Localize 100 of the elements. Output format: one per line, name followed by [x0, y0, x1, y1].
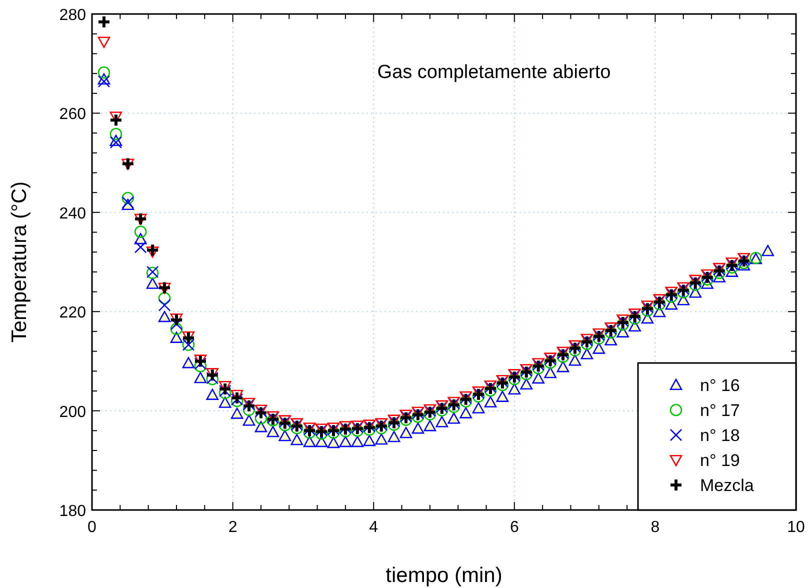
point [254, 421, 268, 432]
point [689, 278, 702, 291]
x-tick-label: 4 [369, 519, 378, 536]
point [388, 430, 400, 442]
point [472, 402, 485, 414]
point [640, 302, 654, 316]
point [242, 414, 256, 426]
point [592, 332, 606, 345]
point [604, 334, 617, 346]
point [351, 436, 364, 448]
point [98, 36, 110, 48]
point [205, 368, 220, 382]
point [230, 408, 244, 419]
point [531, 359, 546, 374]
point [194, 354, 207, 366]
legend-label: n° 16 [700, 376, 740, 395]
legend-label: n° 18 [700, 426, 740, 445]
point [688, 276, 702, 290]
point [315, 436, 328, 448]
x-tick-label: 6 [510, 519, 519, 536]
x-axis-title: tiempo (min) [386, 564, 502, 587]
y-tick-label: 220 [59, 304, 86, 322]
point [448, 400, 460, 413]
point [194, 372, 207, 384]
point [568, 341, 582, 356]
point [278, 430, 292, 442]
point [242, 398, 256, 413]
point [170, 322, 183, 336]
point [339, 436, 352, 448]
y-tick-label: 240 [59, 205, 86, 222]
point [592, 342, 606, 354]
x-tick-label: 0 [88, 519, 97, 536]
point [182, 357, 195, 368]
point [495, 376, 510, 390]
point [543, 354, 558, 368]
point [108, 113, 123, 128]
point [556, 348, 570, 362]
point [158, 292, 171, 304]
point [460, 407, 472, 418]
point [206, 388, 219, 400]
point [327, 436, 340, 448]
point [616, 326, 629, 338]
point [448, 412, 460, 424]
point [556, 361, 570, 372]
x-tick-label: 8 [650, 519, 660, 536]
x-tick-label: 2 [228, 519, 238, 536]
point [170, 332, 183, 343]
point [254, 406, 268, 420]
point [412, 422, 424, 434]
point [519, 365, 534, 380]
point [616, 316, 630, 330]
point [484, 396, 497, 408]
point [736, 254, 751, 268]
point [664, 288, 678, 302]
point [303, 436, 316, 448]
point [230, 390, 244, 405]
point [134, 240, 147, 254]
point [544, 366, 556, 378]
point [628, 310, 642, 324]
text: Gas completamente abierto [377, 62, 611, 83]
point [387, 416, 402, 430]
point [218, 382, 232, 396]
point [424, 420, 436, 432]
point [158, 299, 171, 312]
y-axis-title: Temperatura (°C) [8, 181, 31, 343]
point [375, 433, 388, 445]
point [146, 278, 159, 289]
point [158, 310, 171, 322]
point [134, 226, 147, 238]
point [580, 348, 594, 360]
point [363, 434, 376, 446]
y-tick-label: 200 [59, 404, 86, 421]
point [520, 378, 533, 390]
point [762, 244, 774, 256]
y-tick-label: 180 [59, 503, 86, 520]
point [266, 426, 280, 438]
legend-label: Mezcla [700, 476, 754, 495]
y-tick-label: 260 [59, 106, 86, 124]
point [218, 396, 232, 408]
point [507, 370, 522, 384]
point [98, 75, 110, 88]
point [146, 246, 159, 258]
point [96, 14, 111, 29]
point [460, 395, 472, 408]
point [652, 295, 666, 310]
point [532, 372, 544, 384]
point [98, 66, 110, 79]
point [676, 283, 690, 298]
legend-label: n° 17 [700, 401, 740, 420]
point [122, 192, 134, 204]
y-tick-label: 280 [59, 7, 86, 24]
point [496, 390, 509, 402]
point [110, 128, 122, 140]
point [604, 326, 617, 339]
point [434, 401, 449, 416]
point [290, 434, 304, 446]
point [110, 136, 122, 149]
point [400, 426, 412, 438]
point [508, 383, 521, 395]
point [544, 356, 556, 369]
